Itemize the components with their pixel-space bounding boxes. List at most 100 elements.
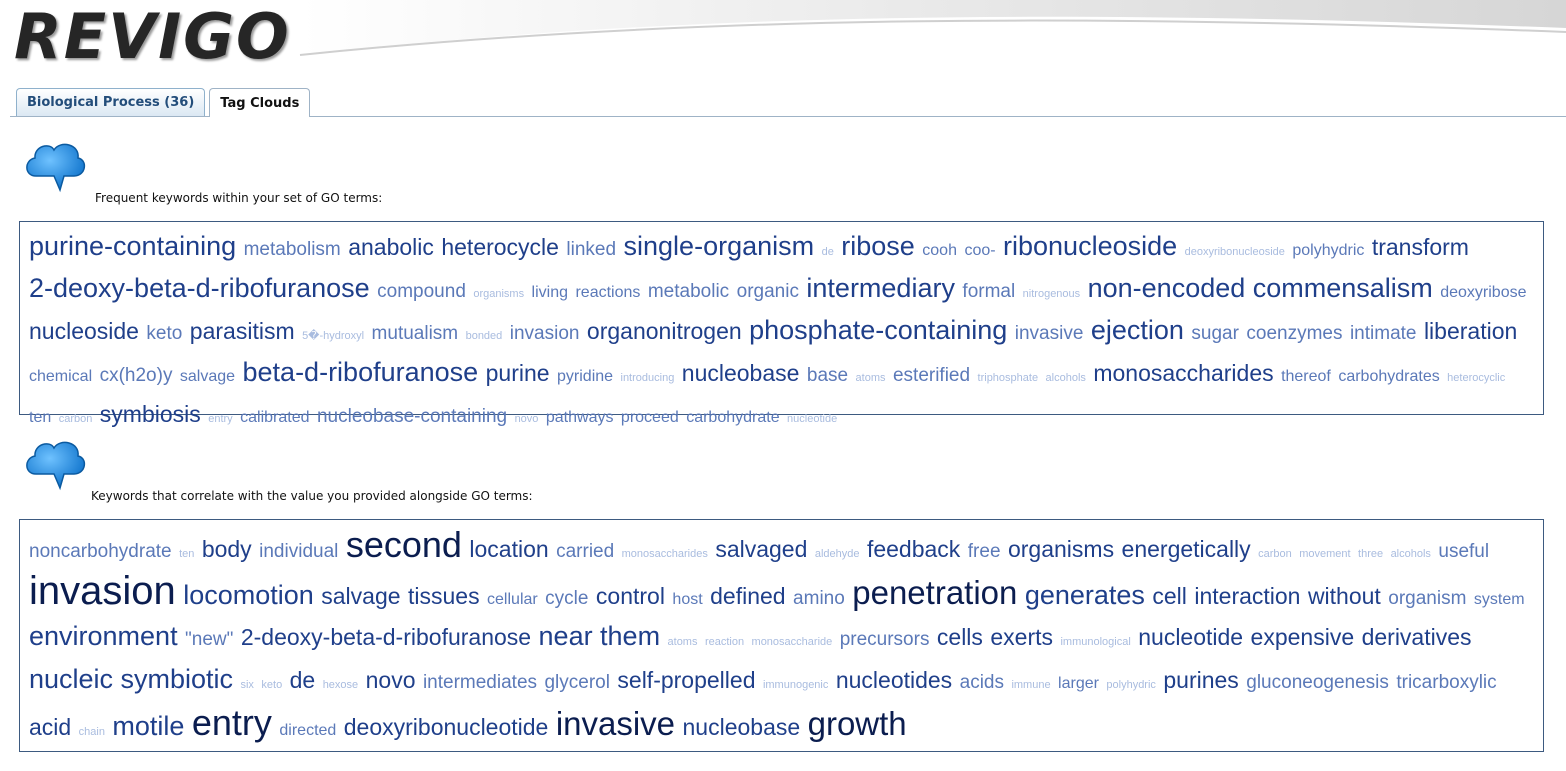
- frequent-keywords-cloud: purine-containing metabolism anabolic he…: [19, 221, 1544, 427]
- tag-word: phosphate-containing: [749, 315, 1008, 345]
- tag-word: carried: [556, 541, 615, 562]
- tag-word: de: [821, 246, 834, 258]
- tag-word: nucleotides: [835, 667, 953, 693]
- tab-divider: [10, 116, 1566, 117]
- tag-word: purine-containing: [29, 231, 237, 261]
- tag-word: tricarboxylic: [1396, 672, 1497, 693]
- tab-biological-process[interactable]: Biological Process (36): [16, 88, 206, 116]
- tag-word: larger: [1058, 675, 1099, 692]
- tag-word: system: [1473, 591, 1525, 608]
- tag-word: mutualism: [371, 323, 459, 344]
- tag-word: cooh: [922, 242, 957, 259]
- tag-word: nitrogenous: [1022, 288, 1081, 300]
- tag-word: deoxyribonucleoside: [1184, 246, 1285, 258]
- tag-word: living: [531, 284, 569, 301]
- tag-word: three: [1358, 548, 1384, 560]
- tag-word: organisms: [473, 288, 525, 300]
- tag-word: nucleobase: [681, 360, 800, 386]
- correlated-keywords-cloud: noncarbohydrate ten body individual seco…: [19, 519, 1544, 752]
- tag-word: intermediary: [806, 273, 955, 303]
- tag-word: "new": [185, 629, 234, 650]
- tag-word: deoxyribonucleotide: [343, 714, 549, 740]
- tab-tag-clouds[interactable]: Tag Clouds: [209, 88, 311, 117]
- tag-word: hexose: [322, 679, 359, 691]
- tag-word: generates: [1024, 580, 1145, 610]
- tag-word: organonitrogen: [586, 318, 742, 344]
- tag-word: linked: [566, 239, 617, 260]
- header-swoosh: [299, 0, 1566, 56]
- tag-word: control: [595, 583, 665, 609]
- tag-word: heterocycle: [441, 234, 559, 260]
- tag-word: chain: [78, 726, 105, 738]
- tag-word: sugar: [1191, 323, 1239, 344]
- tag-word: non-encoded: [1087, 273, 1246, 303]
- tag-word: monosaccharide: [751, 636, 833, 648]
- revigo-logo[interactable]: REVIGO: [14, 0, 291, 73]
- cloud-icon: [26, 441, 86, 491]
- tab-bar: Biological Process (36) Tag Clouds: [16, 88, 314, 117]
- tag-word: entry: [191, 702, 272, 743]
- tag-word: amino: [793, 588, 845, 609]
- tag-word: penetration: [852, 574, 1018, 611]
- tag-word: coenzymes: [1246, 323, 1343, 344]
- tag-word: reaction: [704, 636, 745, 648]
- tag-word: nucleotide: [1138, 624, 1244, 650]
- tag-word: formal: [962, 281, 1016, 302]
- tag-word: ribose: [841, 231, 915, 261]
- tag-word: novo: [365, 667, 416, 693]
- tag-word: nucleic: [29, 664, 114, 694]
- tag-word: alcohols: [1045, 372, 1086, 384]
- page-header: REVIGO: [0, 0, 1566, 80]
- tag-word: 2-deoxy-beta-d-ribofuranose: [29, 273, 370, 303]
- tag-word: defined: [710, 583, 786, 609]
- tag-word: individual: [259, 541, 339, 562]
- tag-word: immune: [1011, 679, 1051, 691]
- tag-word: keto: [261, 679, 283, 691]
- tag-word: ribonucleoside: [1003, 231, 1178, 261]
- tag-word: carbohydrate: [686, 409, 780, 426]
- tag-word: location: [469, 536, 549, 562]
- tag-word: tissues: [407, 583, 480, 609]
- tag-word: invasive: [1014, 323, 1084, 344]
- tag-word: organisms: [1007, 536, 1115, 562]
- tag-word: beta-d-ribofuranose: [242, 357, 479, 387]
- tag-word: carbohydrates: [1338, 368, 1440, 385]
- tag-word: nucleotide: [787, 413, 838, 425]
- tag-word: deoxyribose: [1440, 284, 1527, 301]
- tag-word: coo-: [964, 242, 996, 259]
- tag-word: single-organism: [623, 231, 815, 261]
- tag-word: symbiotic: [120, 664, 234, 694]
- tag-word: invasion: [29, 569, 176, 613]
- tag-word: organic: [736, 281, 799, 302]
- tag-word: nucleobase-containing: [316, 406, 508, 427]
- tag-word: metabolism: [243, 239, 341, 260]
- tag-word: exerts: [990, 624, 1054, 650]
- tag-word: nucleobase: [682, 714, 801, 740]
- tag-word: atoms: [667, 636, 698, 648]
- tag-word: expensive: [1250, 624, 1355, 650]
- tag-word: free: [967, 541, 1001, 562]
- tag-word: proceed: [620, 409, 679, 426]
- tag-word: growth: [807, 705, 907, 742]
- tag-word: monosaccharides: [621, 548, 708, 560]
- cloud-icon: [26, 143, 86, 193]
- tag-word: polyhydric: [1292, 242, 1365, 259]
- tag-word: alcohols: [1390, 548, 1431, 560]
- tag-word: anabolic: [348, 234, 434, 260]
- tag-word: carbon: [1258, 548, 1292, 560]
- tag-word: feedback: [866, 536, 961, 562]
- tag-word: cycle: [545, 588, 589, 609]
- tag-word: 5�-hydroxyl: [302, 330, 365, 342]
- tag-word: cell: [1152, 583, 1187, 609]
- tag-word: atoms: [855, 372, 886, 384]
- tag-word: bonded: [465, 330, 503, 342]
- tag-word: aldehyde: [814, 548, 860, 560]
- tag-word: cellular: [487, 591, 538, 608]
- tag-word: monosaccharides: [1093, 360, 1274, 386]
- tag-word: cells: [936, 624, 983, 650]
- tag-word: carbon: [58, 413, 93, 425]
- tag-word: liberation: [1423, 318, 1518, 344]
- tag-word: metabolic: [647, 281, 730, 302]
- tag-word: self-propelled: [617, 667, 756, 693]
- tag-word: thereof: [1281, 368, 1331, 385]
